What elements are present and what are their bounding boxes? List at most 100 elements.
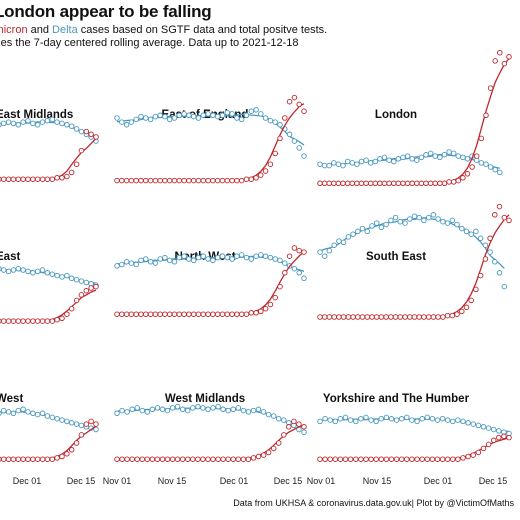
omicron-point bbox=[326, 180, 332, 187]
omicron-point bbox=[317, 456, 323, 462]
omicron-point bbox=[25, 176, 31, 182]
delta-point bbox=[123, 259, 130, 265]
omicron-point bbox=[393, 456, 400, 462]
delta-point bbox=[423, 151, 429, 158]
delta-point bbox=[372, 158, 379, 165]
omicron-point bbox=[441, 180, 448, 187]
omicron-point bbox=[253, 175, 259, 181]
omicron-point bbox=[342, 456, 349, 462]
omicron-point bbox=[383, 314, 389, 320]
omicron-point bbox=[123, 311, 130, 317]
delta-point bbox=[393, 417, 400, 423]
delta-point bbox=[409, 417, 415, 423]
omicron-point bbox=[253, 310, 259, 316]
delta-point bbox=[485, 425, 492, 431]
delta-point bbox=[39, 119, 46, 125]
x-tick-label: Nov 01 bbox=[103, 476, 132, 486]
delta-point bbox=[219, 112, 226, 119]
delta-point bbox=[425, 214, 432, 221]
omicron-point bbox=[267, 301, 274, 308]
omicron-point bbox=[186, 311, 192, 317]
delta-point bbox=[68, 420, 75, 426]
omicron-point bbox=[322, 456, 328, 462]
omicron-point bbox=[243, 311, 250, 317]
delta-point bbox=[337, 415, 344, 422]
omicron-point bbox=[147, 311, 154, 317]
omicron-point bbox=[230, 456, 236, 462]
delta-point bbox=[373, 220, 380, 226]
omicron-rolling-line bbox=[0, 425, 97, 460]
delta-point bbox=[450, 418, 456, 425]
delta-point bbox=[49, 116, 56, 123]
delta-point bbox=[30, 410, 36, 417]
omicron-point bbox=[492, 58, 498, 64]
omicron-point bbox=[460, 455, 466, 461]
panel-title: East Midlands bbox=[0, 109, 73, 121]
x-tick-label: Nov 01 bbox=[307, 476, 336, 486]
omicron-point bbox=[10, 176, 17, 182]
omicron-point bbox=[378, 314, 385, 320]
omicron-point bbox=[340, 314, 347, 320]
delta-point bbox=[336, 238, 342, 244]
delta-point bbox=[200, 112, 207, 119]
omicron-point bbox=[496, 434, 502, 441]
delta-point bbox=[166, 116, 173, 123]
delta-point bbox=[147, 259, 154, 265]
omicron-point bbox=[496, 203, 503, 210]
omicron-point bbox=[234, 177, 240, 184]
omicron-point bbox=[296, 421, 302, 427]
omicron-point bbox=[88, 131, 94, 138]
delta-point bbox=[455, 417, 461, 423]
delta-point bbox=[195, 403, 201, 410]
delta-point bbox=[68, 275, 75, 282]
delta-point bbox=[446, 149, 452, 155]
omicron-point bbox=[39, 176, 46, 182]
delta-point bbox=[164, 407, 171, 414]
omicron-point bbox=[93, 283, 99, 290]
omicron-point bbox=[331, 314, 337, 320]
delta-point bbox=[176, 112, 183, 119]
omicron-point bbox=[429, 456, 436, 462]
omicron-point bbox=[332, 456, 339, 462]
omicron-point bbox=[404, 456, 410, 462]
x-tick-label: Dec 15 bbox=[274, 476, 303, 486]
omicron-point bbox=[275, 440, 282, 446]
delta-point bbox=[174, 403, 181, 410]
delta-point bbox=[5, 268, 12, 275]
delta-point bbox=[424, 414, 431, 421]
delta-point bbox=[411, 213, 418, 219]
delta-point bbox=[404, 414, 410, 421]
omicron-point bbox=[219, 311, 226, 317]
delta-legend-label: Delta bbox=[52, 24, 78, 36]
delta-point bbox=[378, 415, 385, 422]
delta-point bbox=[473, 228, 479, 235]
delta-point bbox=[421, 217, 427, 224]
omicron-point bbox=[171, 177, 178, 184]
delta-point bbox=[331, 160, 337, 166]
delta-point bbox=[190, 257, 197, 264]
omicron-point bbox=[248, 310, 255, 316]
omicron-point bbox=[478, 135, 485, 142]
delta-point bbox=[340, 239, 347, 246]
omicron-point bbox=[350, 314, 356, 320]
delta-point bbox=[386, 157, 392, 163]
omicron-point bbox=[134, 456, 140, 462]
omicron-point bbox=[506, 434, 512, 441]
omicron-point bbox=[501, 433, 507, 440]
delta-point bbox=[73, 421, 80, 427]
delta-point bbox=[296, 270, 302, 276]
omicron-point bbox=[336, 314, 342, 320]
omicron-point bbox=[238, 177, 245, 184]
omicron-point bbox=[355, 314, 361, 320]
omicron-point bbox=[340, 180, 346, 187]
delta-point bbox=[342, 414, 349, 421]
omicron-point bbox=[450, 179, 457, 185]
omicron-point bbox=[409, 456, 415, 462]
panel-south-east: South East bbox=[317, 203, 512, 320]
delta-point bbox=[383, 414, 390, 421]
delta-point bbox=[152, 260, 159, 266]
omicron-rolling-line bbox=[0, 137, 97, 180]
omicron-point bbox=[78, 292, 85, 298]
omicron-point bbox=[262, 305, 269, 312]
delta-point bbox=[149, 406, 156, 413]
